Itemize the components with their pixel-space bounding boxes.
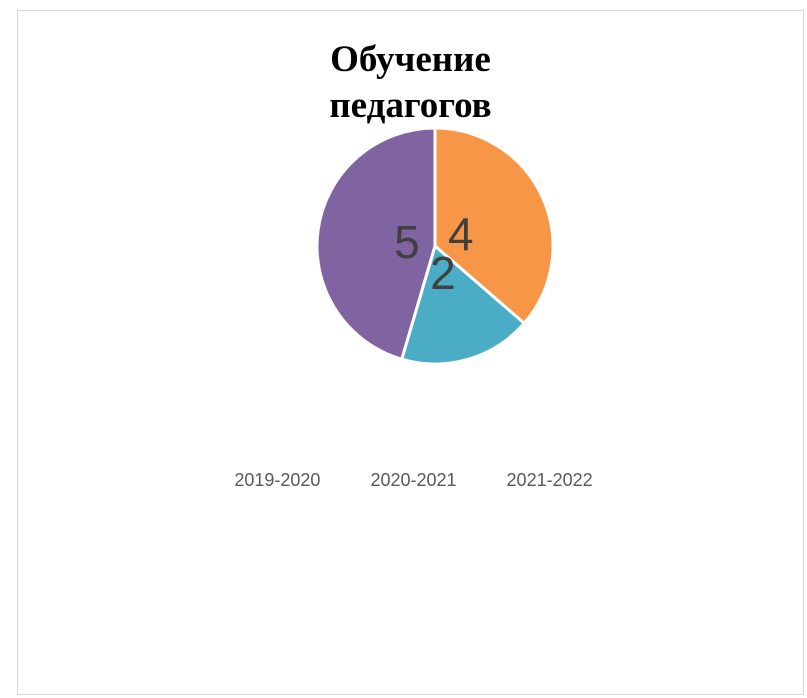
chart-title-line-1: Обучение <box>330 39 491 80</box>
legend: 2019-2020 2020-2021 2021-2022 <box>18 470 803 491</box>
legend-label: 2020-2021 <box>370 470 457 490</box>
data-label-2021-2022: 5 <box>394 216 420 268</box>
chart-title: Обучение педагогов <box>18 37 803 129</box>
pie-slice-2019-2020 <box>433 126 555 325</box>
pie-slice-2021-2022 <box>315 126 437 361</box>
chart-title-line-2: педагогов <box>329 85 492 126</box>
legend-label: 2019-2020 <box>234 470 321 490</box>
legend-item: 2019-2020 <box>228 470 320 491</box>
legend-item: 2021-2022 <box>501 470 593 491</box>
pie-slice-2020-2021 <box>400 244 526 366</box>
pie-chart: 425 <box>315 126 555 366</box>
data-label-2019-2020: 4 <box>448 208 474 260</box>
legend-label: 2021-2022 <box>506 470 593 490</box>
data-label-2020-2021: 2 <box>430 247 456 299</box>
legend-item: 2020-2021 <box>364 470 456 491</box>
